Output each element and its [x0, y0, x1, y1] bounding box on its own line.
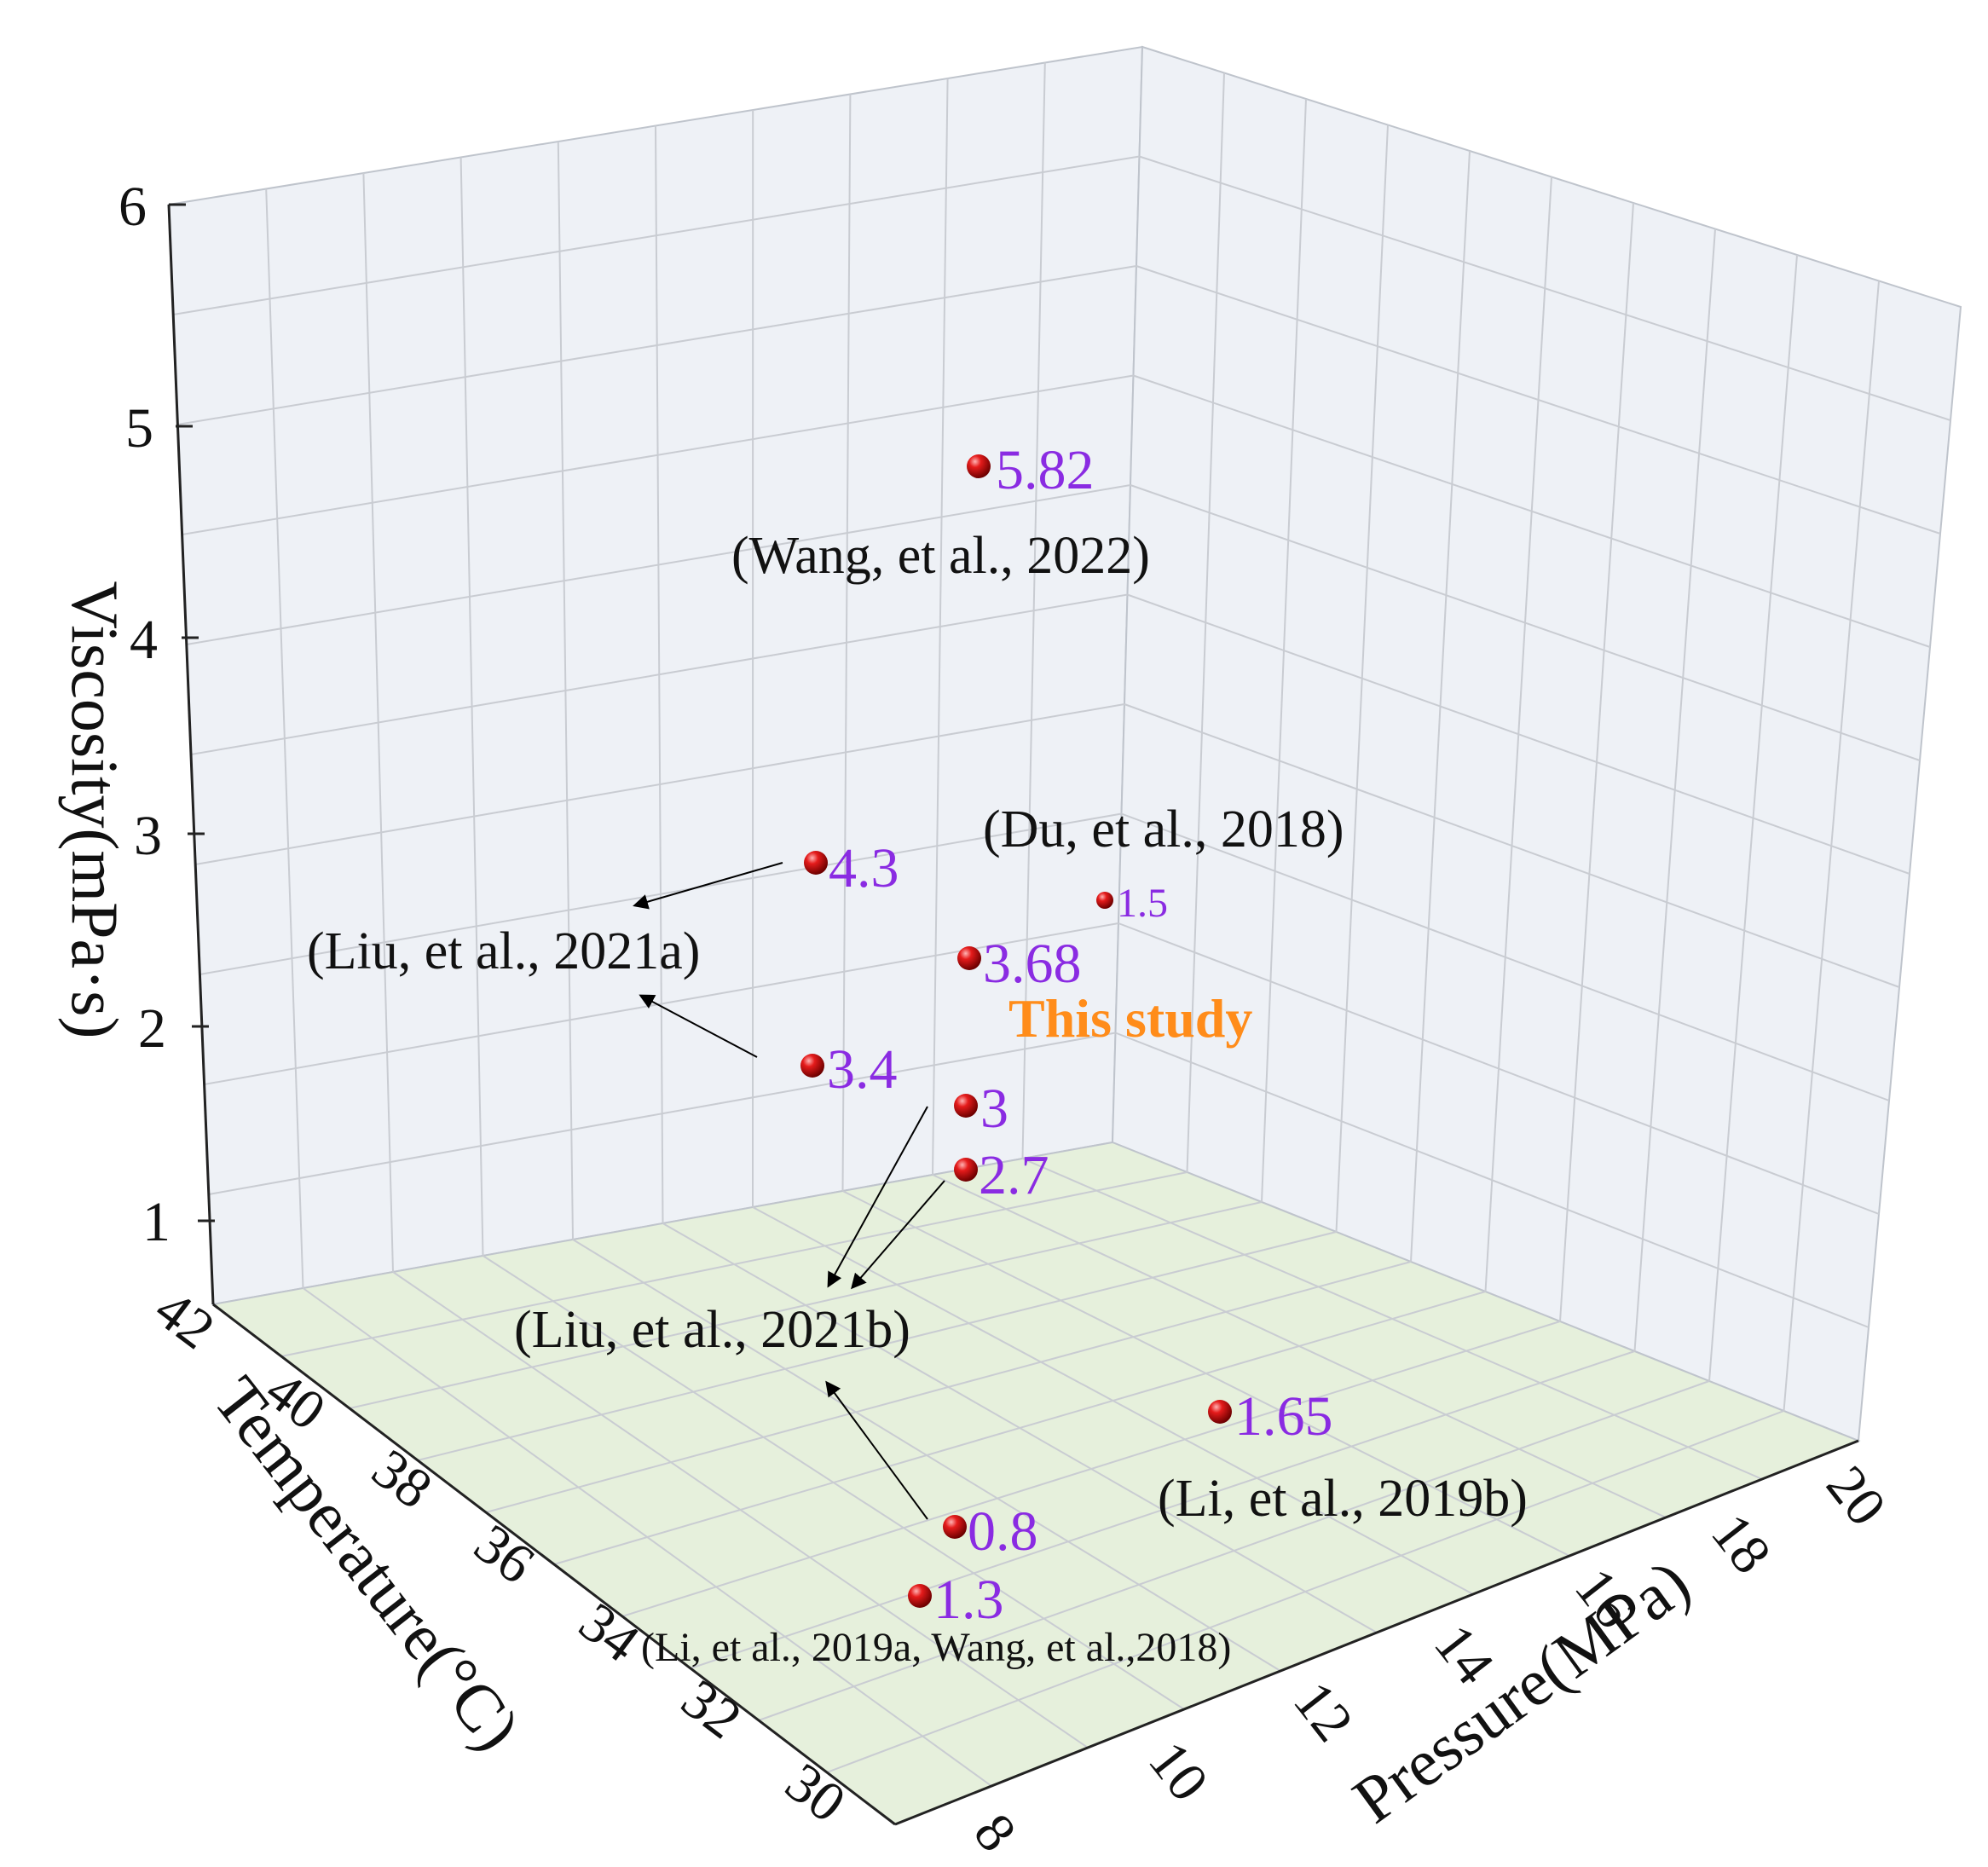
arrow [825, 1380, 928, 1520]
grid-line [208, 1032, 1116, 1195]
value-label: 2.7 [979, 1144, 1049, 1206]
grid-line [1022, 1158, 1763, 1480]
value-label: 3.68 [983, 933, 1082, 995]
data-point [967, 454, 991, 478]
grid-line [190, 593, 1128, 755]
reference-label: (Wang, et al., 2022) [731, 527, 1150, 585]
grid-line [1559, 202, 1634, 1322]
z-tick-label: 3 [134, 805, 162, 867]
grid-line [932, 1174, 1667, 1518]
value-label: 3.4 [827, 1038, 898, 1101]
grid-line [195, 703, 1125, 865]
x-tick-label: 10 [1136, 1730, 1220, 1812]
data-point [1096, 892, 1113, 909]
grid-line [553, 1291, 1486, 1565]
reference-label: (Li, et al., 2019a, Wang, et al.,2018) [641, 1625, 1231, 1670]
data-point [1208, 1400, 1232, 1424]
this-study-label: This study [1008, 988, 1252, 1049]
data-point [800, 1054, 824, 1078]
grid-line [199, 812, 1122, 975]
grid-line [1121, 812, 1890, 1101]
data-point [908, 1584, 932, 1608]
grid-line [758, 1380, 1710, 1721]
x-tick-label: 18 [1699, 1502, 1783, 1585]
value-label: 1.3 [933, 1569, 1004, 1631]
x-tick-label: 20 [1814, 1454, 1898, 1537]
arrow [851, 1180, 945, 1290]
value-label: 0.8 [968, 1500, 1038, 1563]
y-axis-line [212, 1303, 896, 1826]
grid-line [1783, 280, 1880, 1412]
grid-line [826, 1410, 1784, 1773]
grid-line [841, 94, 852, 1192]
grid-line [1021, 62, 1046, 1159]
arrow [633, 862, 783, 910]
grid-line [1124, 703, 1900, 988]
reference-annotations: (Wang, et al., 2022) (Du, et al., 2018) … [307, 527, 1528, 1670]
data-point [804, 851, 828, 875]
value-label: 3 [980, 1078, 1008, 1140]
grid-line [1708, 254, 1798, 1382]
value-label: 4.3 [829, 837, 899, 899]
z-tick-label: 6 [118, 176, 147, 238]
z-tick-label: 4 [130, 609, 158, 671]
x-axis-line [894, 1439, 1859, 1826]
reference-label: (Li, et al., 2019b) [1158, 1470, 1528, 1528]
value-label: 1.5 [1117, 881, 1168, 926]
reference-label: (Liu, et al., 2021b) [514, 1301, 910, 1359]
value-labels: 5.82 4.3 3.68 1.5 3.4 3 2.7 1.65 0.8 1.3 [827, 439, 1333, 1631]
annotation-arrows [633, 862, 945, 1520]
grid-line [842, 1190, 1570, 1557]
grid-line [1118, 922, 1880, 1215]
z-axis-ticks: 1 2 3 4 5 6 [118, 176, 215, 1253]
grid-line [1115, 1032, 1870, 1328]
x-tick-label: 8 [962, 1802, 1028, 1863]
data-point [954, 1158, 978, 1182]
x-tick-label: 12 [1281, 1670, 1365, 1753]
value-label: 5.82 [996, 439, 1095, 501]
grid-lines [173, 62, 1951, 1787]
data-point [954, 1094, 978, 1118]
z-axis-line [167, 204, 215, 1305]
reference-label: (Du, et al., 2018) [983, 801, 1344, 858]
z-tick-label: 1 [142, 1191, 170, 1253]
data-point [957, 946, 981, 970]
z-tick-label: 5 [125, 397, 153, 460]
grid-line [690, 1350, 1635, 1669]
z-tick-label: 2 [138, 997, 166, 1060]
grid-line [932, 78, 949, 1176]
arrow [827, 1106, 928, 1288]
grid-line [752, 1206, 1474, 1595]
data-point [943, 1515, 967, 1539]
z-axis-title: Viscosity(mPa·s) [58, 581, 132, 1039]
data-points [800, 454, 1232, 1608]
grid-line [1127, 593, 1910, 875]
reference-label: (Liu, et al., 2021a) [307, 922, 700, 980]
value-label: 1.65 [1234, 1385, 1333, 1448]
grid-line [1633, 228, 1716, 1352]
arrow [639, 994, 758, 1058]
grid-line [621, 1321, 1561, 1617]
